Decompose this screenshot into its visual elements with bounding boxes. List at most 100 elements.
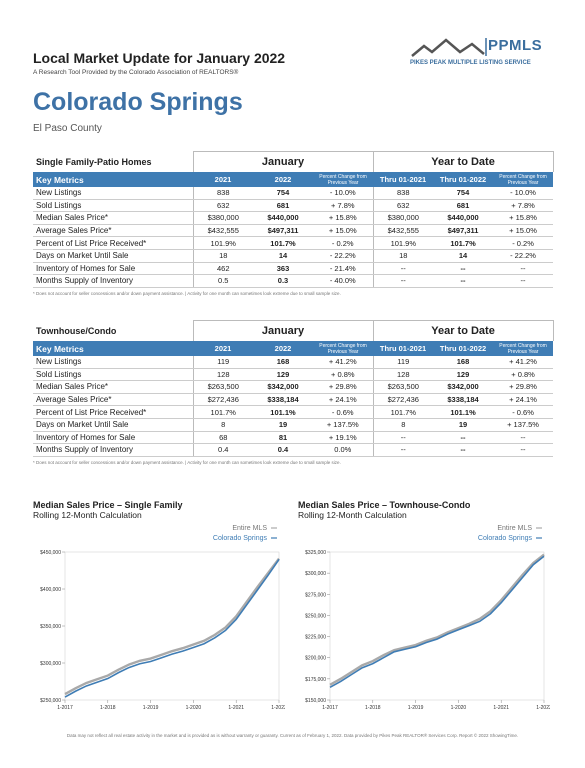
metric-value: $380,000 [372, 211, 434, 225]
metric-value: 101.9% [192, 236, 253, 250]
metric-value: + 137.5% [313, 418, 374, 432]
column-header: 2022 [253, 341, 313, 356]
metric-value: $342,000 [253, 380, 313, 394]
metric-row: New Listings 119 168 + 41.2% 119 168 + 41.2% [33, 356, 554, 369]
table-title: Townhouse/Condo [36, 325, 117, 336]
y-tick-label: $250,000 [305, 613, 326, 619]
group-header: Year to Date [372, 151, 554, 172]
metric-value: 119 [192, 356, 253, 369]
metric-value: + 15.0% [313, 224, 374, 238]
metric-value: 101.1% [253, 405, 313, 419]
metrics-table: Single Family-Patio Homes January Year to … [33, 151, 554, 288]
column-header: Percent Change from Previous Year [313, 341, 374, 356]
metric-value: - 0.6% [493, 405, 554, 419]
metric-value: $272,436 [372, 393, 434, 407]
page-title: Local Market Update for January 2022 [33, 50, 286, 66]
x-tick-label: 1-2017 [322, 705, 338, 711]
metric-value: - 10.0% [493, 187, 554, 200]
metric-value: -- [433, 262, 494, 276]
metric-name: Months Supply of Inventory [33, 274, 193, 288]
metric-value: $272,436 [192, 393, 253, 407]
metric-value: 128 [192, 368, 253, 382]
metric-value: 19 [433, 418, 494, 432]
metric-value: + 41.2% [313, 356, 374, 369]
metric-value: 68 [192, 431, 253, 445]
x-tick-label: 1-2020 [186, 705, 202, 711]
x-tick-label: 1-2019 [408, 705, 424, 711]
legend-label: Colorado Springs [213, 535, 268, 542]
metric-value: $440,000 [253, 211, 313, 225]
metric-value: + 24.1% [493, 393, 554, 407]
metric-value: $380,000 [192, 211, 253, 225]
column-header: Percent Change from Previous Year [313, 172, 374, 187]
plot-frame [64, 551, 280, 701]
y-tick-label: $325,000 [305, 550, 326, 556]
metric-value: 681 [253, 199, 313, 213]
metric-value: $440,000 [433, 211, 494, 225]
metric-name: Sold Listings [33, 368, 193, 382]
column-header: Thru 01-2021 [373, 341, 434, 356]
metric-value: 19 [253, 418, 313, 432]
metric-value: + 19.1% [313, 431, 374, 445]
metric-value: 101.7% [433, 236, 494, 250]
metric-value: $263,500 [372, 380, 434, 394]
metric-row: Sold Listings 128 129 + 0.8% 128 129 + 0.8% [33, 368, 554, 382]
metric-value: 754 [253, 187, 313, 200]
x-tick-label: 1-2017 [57, 705, 73, 711]
y-tick-label: $300,000 [305, 571, 326, 577]
metric-value: 101.7% [372, 405, 434, 419]
y-tick-label: $225,000 [305, 635, 326, 641]
metric-value: 0.4 [253, 443, 313, 457]
page-subtitle: A Research Tool Provided by the Colorado… [33, 69, 239, 76]
metric-value: + 29.8% [313, 380, 374, 394]
logo-subtitle: PIKES PEAK MULTIPLE LISTING SERVICE [410, 60, 531, 66]
metric-value: + 24.1% [313, 393, 374, 407]
metric-name: Average Sales Price* [33, 393, 193, 407]
logo-name: PPMLS [488, 37, 543, 54]
x-tick-label: 1-2018 [100, 705, 116, 711]
metric-value: 632 [372, 199, 434, 213]
metric-value: -- [372, 431, 434, 445]
metric-value: -- [493, 274, 554, 288]
metric-value: + 15.8% [313, 211, 374, 225]
metric-row: Days on Market Until Sale 18 14- 22.2% 18 14… [33, 249, 554, 263]
metric-name: Average Sales Price* [33, 224, 193, 238]
table-block: Townhouse/Condo January Year to Date Key Me… [33, 320, 554, 465]
group-header: Year to Date [372, 320, 554, 341]
footer: Data may not reflect all real estate act… [66, 733, 519, 738]
legend-label: Entire MLS [497, 525, 532, 532]
header-row: Key Metrics 2021 2022 Percent Change from P… [33, 341, 554, 356]
metric-value: 168 [253, 356, 313, 369]
metric-value: 0.3 [253, 274, 313, 288]
metric-row: Sold Listings 632 681 + 7.8% 632 681 + 7.8% [33, 199, 554, 213]
metric-value: - 0.6% [313, 405, 374, 419]
metric-row: Median Sales Price* $263,500 $342,000 + 29.… [33, 380, 554, 394]
series-line [329, 553, 545, 686]
metric-row: Days on Market Until Sale 8 19 + 137.5% 8 19 +… [33, 418, 554, 432]
metric-name: Percent of List Price Received* [33, 236, 193, 250]
metric-value: -- [433, 431, 494, 445]
metric-value: -- [372, 262, 434, 276]
metric-value: 754 [433, 187, 494, 200]
x-tick-label: 1-2022 [536, 705, 550, 711]
metric-value: $432,555 [372, 224, 434, 238]
metric-row: Inventory of Homes for Sale 68 81 + 19.1% --… [33, 431, 554, 445]
metric-value: + 15.0% [493, 224, 554, 238]
table-block: Single Family-Patio Homes January Year to … [33, 151, 554, 296]
metric-value: -- [493, 262, 554, 276]
metric-name: Sold Listings [33, 199, 193, 213]
y-tick-label: $350,000 [40, 624, 61, 630]
metric-value: + 137.5% [493, 418, 554, 432]
chart-block: Median Sales Price – Townhouse-Condo Roll… [298, 500, 552, 717]
metric-value: -- [433, 274, 494, 288]
metric-value: - 40.0% [313, 274, 374, 288]
metric-row: Percent of List Price Received* 101.7% 101… [33, 405, 554, 419]
metric-name: Days on Market Until Sale [33, 418, 193, 432]
legend-label: Colorado Springs [478, 535, 533, 542]
y-tick-label: $400,000 [40, 587, 61, 593]
legend-label: Entire MLS [232, 525, 267, 532]
x-tick-label: 1-2018 [365, 705, 381, 711]
metric-value: + 0.8% [313, 368, 374, 382]
county: El Paso County [33, 123, 102, 134]
